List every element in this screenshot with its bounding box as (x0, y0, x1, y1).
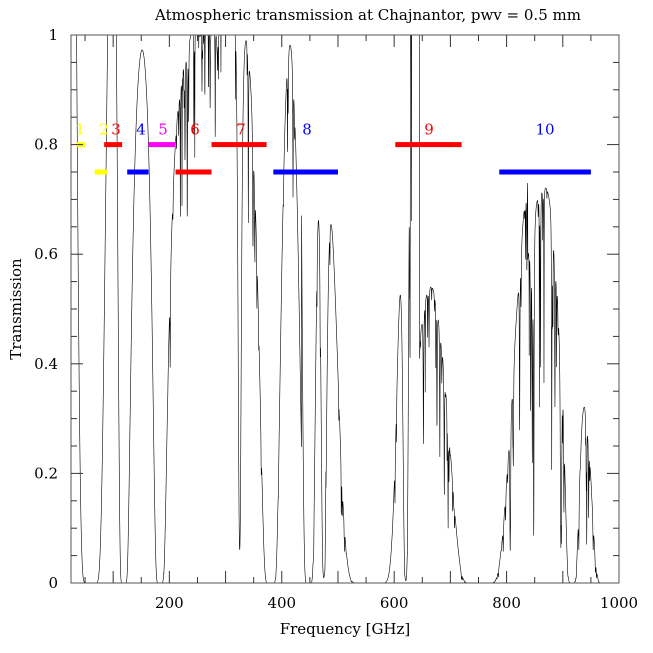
band-label: 8 (302, 121, 312, 139)
band-label: 9 (424, 121, 434, 139)
band-bar (175, 169, 212, 175)
x-tick-label: 200 (155, 594, 184, 612)
band-label: 4 (136, 121, 146, 139)
x-axis-label: Frequency [GHz] (280, 620, 411, 638)
band-label: 2 (99, 121, 109, 139)
y-tick-label: 0 (48, 574, 58, 592)
band-10 (499, 169, 591, 175)
y-tick-label: 0.4 (34, 355, 58, 373)
band-bar (273, 169, 338, 175)
chart-title: Atmospheric transmission at Chajnantor, … (154, 6, 581, 24)
y-tick-label: 0.6 (34, 245, 58, 263)
x-tick-label: 1000 (600, 594, 638, 612)
x-tick-label: 600 (380, 594, 409, 612)
band-label: 1 (75, 121, 85, 139)
y-tick-label: 1 (48, 26, 58, 44)
band-5 (148, 142, 176, 148)
band-bar (211, 142, 267, 148)
band-label: 3 (111, 121, 121, 139)
band-label: 7 (236, 121, 246, 139)
band-bar (499, 169, 591, 175)
x-tick-label: 800 (492, 594, 521, 612)
transmission-line (71, 34, 619, 584)
curve-layer (71, 34, 619, 584)
band-4 (127, 169, 149, 175)
y-tick-label: 0.8 (34, 136, 58, 154)
band-label: 5 (158, 121, 168, 139)
plot-frame (70, 34, 620, 584)
band-7 (211, 142, 267, 148)
band-2 (94, 169, 108, 175)
band-bar (104, 142, 123, 148)
band-8 (273, 169, 338, 175)
band-layer: 1 2 3 4 5 6 7 8 9 10 (75, 121, 591, 175)
band-6 (175, 169, 212, 175)
band-bar (148, 142, 176, 148)
band-label: 6 (190, 121, 200, 139)
y-tick-label: 0.2 (34, 464, 58, 482)
transmission-curve (71, 34, 619, 584)
band-bar (94, 169, 108, 175)
band-bar (395, 142, 462, 148)
band-label: 10 (535, 121, 554, 139)
band-bar (127, 169, 149, 175)
band-9 (395, 142, 462, 148)
x-tick-label: 400 (267, 594, 296, 612)
band-3 (104, 142, 123, 148)
axis-layer: 200 400 600 800 1000 0 0.2 0.4 0.6 0.8 1 (34, 26, 638, 612)
y-axis-label: Transmission (7, 258, 25, 360)
